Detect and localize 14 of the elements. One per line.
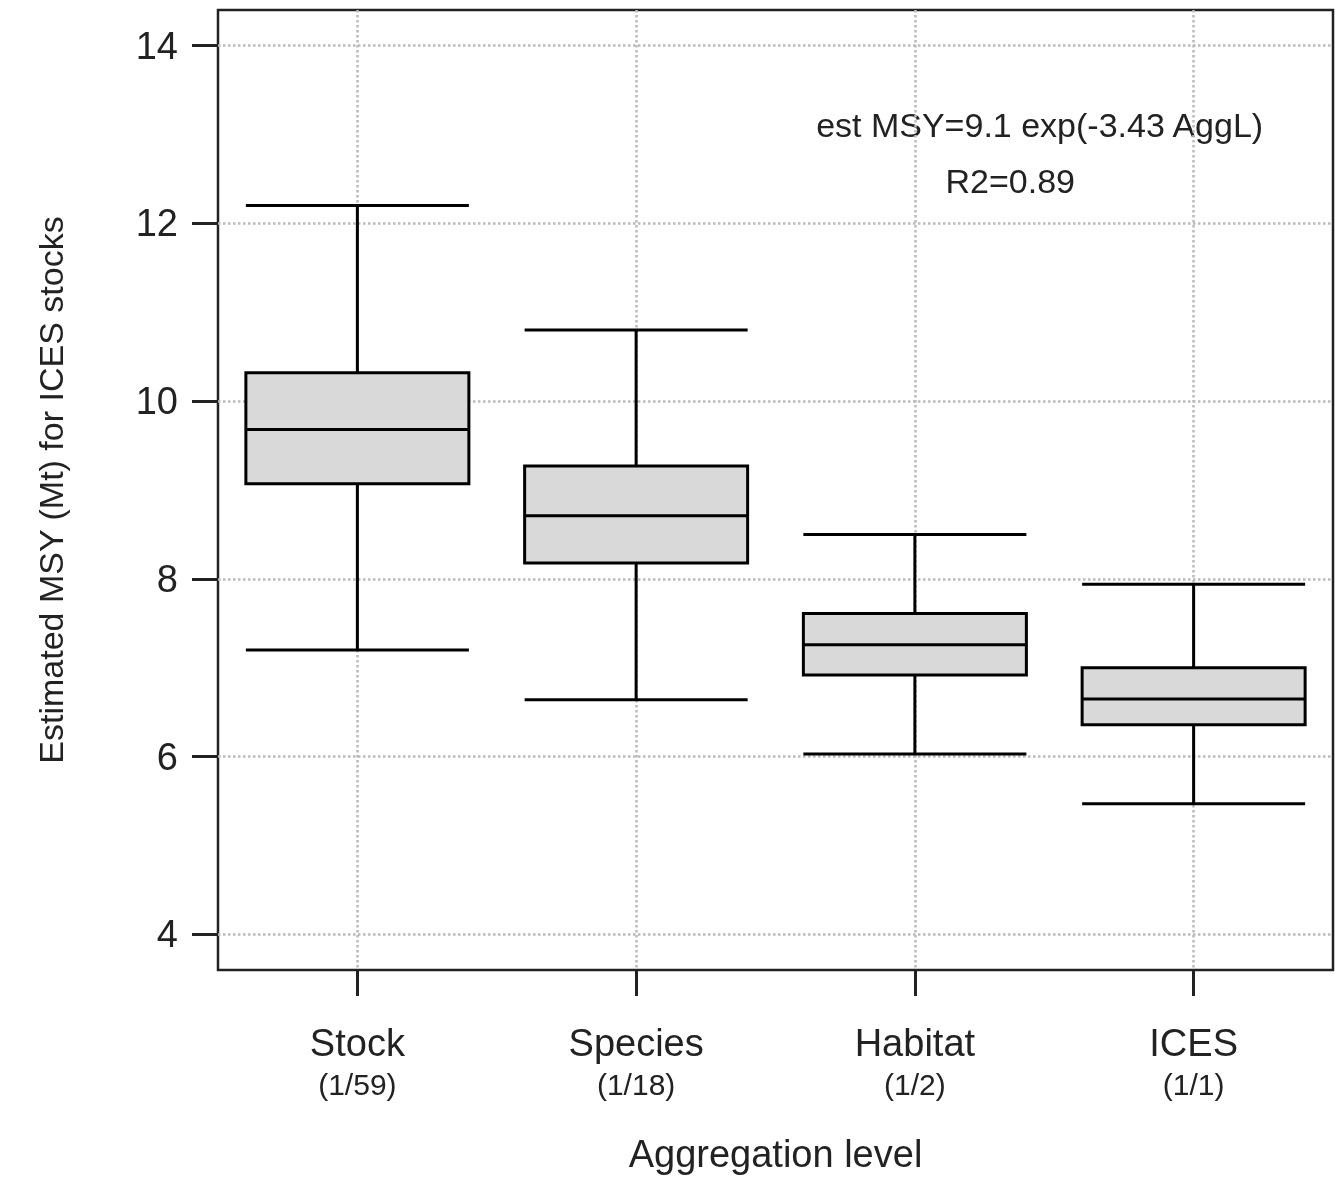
y-axis-title: Estimated MSY (Mt) for ICES stocks	[32, 216, 70, 764]
x-tick-label: Stock (1/59)	[309, 1022, 406, 1101]
x-tick-label: Habitat (1/2)	[854, 1022, 976, 1101]
y-tick-label: 8	[156, 557, 178, 600]
x-axis-title: Aggregation level	[628, 1133, 923, 1175]
y-tick-label: 14	[135, 24, 178, 67]
y-tick-label: 12	[135, 202, 178, 245]
annotation: R2=0.89	[945, 162, 1076, 200]
y-tick-label: 4	[156, 913, 178, 956]
annotation: est MSY=9.1 exp(-3.43 AggL)	[816, 106, 1264, 144]
x-tick-label: Species (1/18)	[568, 1022, 704, 1101]
y-tick-label: 6	[156, 735, 178, 778]
x-tick-label: ICES (1/1)	[1149, 1022, 1238, 1101]
y-tick-label: 10	[135, 380, 178, 423]
